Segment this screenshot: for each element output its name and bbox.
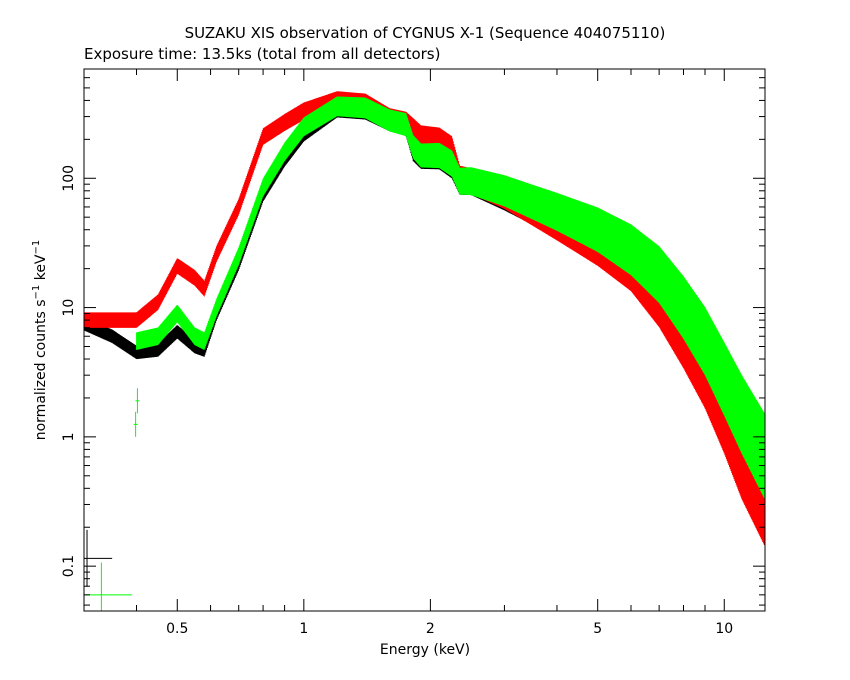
y-axis-label: normalized counts s−1 keV−1 [31, 240, 49, 441]
chart-subtitle: Exposure time: 13.5ks (total from all de… [84, 45, 440, 63]
chart-title: SUZAKU XIS observation of CYGNUS X-1 (Se… [185, 24, 666, 42]
x-tick-label: 1 [299, 621, 308, 637]
x-tick-label: 0.5 [166, 621, 188, 637]
axis-ticks: 0.5 1 2 5 10 0.1 1 10 100 [61, 68, 765, 637]
y-axis-label-main: normalized counts s [33, 299, 49, 440]
marker-layer [84, 529, 132, 611]
y-tick-label: 1 [61, 432, 77, 441]
series-2-errorbars [136, 96, 765, 500]
y-axis-label-exp1: −1 [31, 285, 42, 300]
x-tick-label: 2 [426, 621, 435, 637]
x-axis-label: Energy (keV) [380, 642, 470, 658]
y-axis-label-unit: keV [33, 254, 49, 285]
data-layer [84, 91, 765, 547]
x-tick-label: 10 [715, 621, 733, 637]
y-tick-label: 10 [61, 299, 77, 317]
series-2-line [136, 105, 765, 458]
plot-frame [83, 68, 766, 612]
x-tick-label: 5 [593, 621, 602, 637]
series-2 [136, 96, 765, 500]
y-tick-label: 100 [61, 165, 77, 192]
y-tick-label: 0.1 [61, 555, 77, 577]
y-axis-label-exp2: −1 [31, 240, 42, 255]
